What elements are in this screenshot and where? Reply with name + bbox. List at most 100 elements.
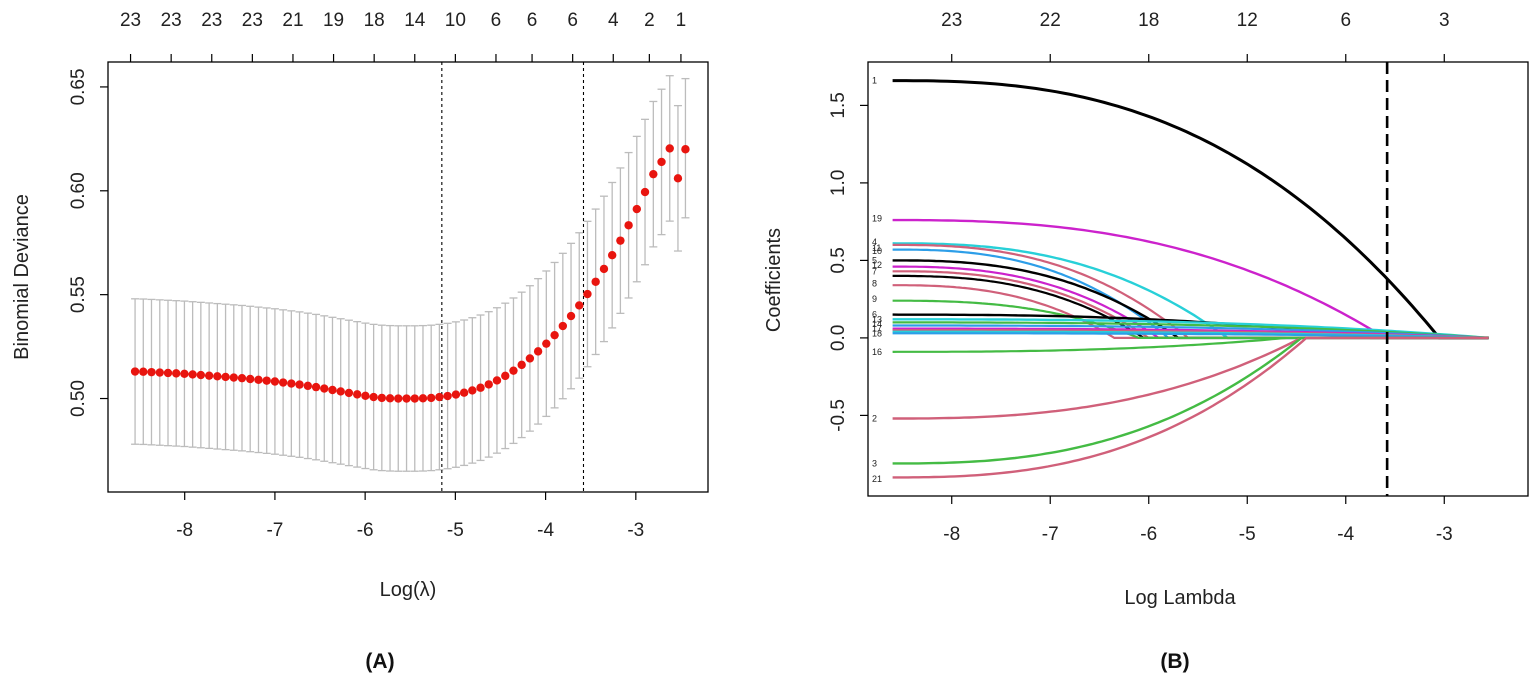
b-coefficient-curve-21 <box>892 336 1489 479</box>
a-deviance-point <box>344 388 354 398</box>
b-coefficient-curve-13 <box>892 318 1489 340</box>
b-curve-label: 4 <box>872 237 877 247</box>
b-curve-label: 19 <box>872 214 882 224</box>
a-deviance-point <box>213 372 222 381</box>
b-top-tick-label: 18 <box>1138 10 1159 31</box>
b-curve-label: 13 <box>872 314 882 324</box>
a-top-tick-label: 23 <box>161 10 182 31</box>
b-x-tick-label: -5 <box>1239 524 1256 545</box>
b-coefficient-curve-15 <box>892 274 1489 339</box>
a-y-tick-label: 0.60 <box>68 172 89 209</box>
panel-b-coefficient-curves <box>892 79 1489 479</box>
a-deviance-point <box>369 392 378 402</box>
a-deviance-point <box>657 157 666 167</box>
a-deviance-point <box>361 391 370 401</box>
b-curve-label: 9 <box>872 294 877 304</box>
a-deviance-point <box>155 368 164 377</box>
b-coefficient-curve-16 <box>892 336 1489 353</box>
a-deviance-point <box>632 204 642 214</box>
panel-b: 23 22 18 12 6 3 11941110512789613141718162321… <box>763 10 1529 673</box>
a-y-tick-label: 0.50 <box>68 380 89 417</box>
a-deviance-point <box>599 264 609 274</box>
b-x-tick-label: -8 <box>943 524 960 545</box>
a-deviance-point <box>295 380 304 389</box>
a-deviance-point <box>303 381 313 391</box>
a-x-tick-label: -8 <box>176 520 193 541</box>
a-top-tick-label: 6 <box>527 10 538 31</box>
a-x-tick-label: -4 <box>537 520 554 541</box>
panel-b-plot-frame <box>867 61 1529 497</box>
b-coefficient-curve-10 <box>892 243 1489 339</box>
a-deviance-point <box>394 394 403 403</box>
a-x-tick-label: -7 <box>266 520 283 541</box>
b-curve-label: 3 <box>872 458 877 468</box>
b-top-tick-label: 22 <box>1040 10 1061 31</box>
a-deviance-point <box>616 236 625 245</box>
b-curve-label: 6 <box>872 310 877 320</box>
panel-b-x-label: Log Lambda <box>1124 587 1236 609</box>
a-deviance-point <box>130 367 140 376</box>
a-deviance-point <box>221 372 230 382</box>
a-deviance-point <box>237 373 247 383</box>
a-deviance-point <box>287 379 296 388</box>
a-deviance-point <box>451 390 461 399</box>
b-coefficient-curve-12 <box>892 265 1489 339</box>
b-y-tick-label: -0.5 <box>828 399 849 432</box>
a-top-tick-label: 23 <box>201 10 222 31</box>
a-deviance-point <box>649 169 658 179</box>
panel-a-top-axis: 23 23 23 23 21 19 18 14 10 6 6 6 4 2 1 <box>120 10 686 62</box>
a-deviance-point <box>575 301 584 310</box>
b-curve-label: 11 <box>872 243 881 253</box>
panel-a-plot-frame <box>107 61 709 493</box>
a-top-tick-label: 6 <box>491 10 502 31</box>
b-curve-label: 1 <box>872 76 877 86</box>
a-deviance-point <box>591 277 600 286</box>
a-deviance-point <box>533 347 543 356</box>
panel-a: 23 23 23 23 21 19 18 14 10 6 6 6 4 2 1 -8 -7 -6 -5 -4 -3 0.… <box>11 10 709 673</box>
b-top-tick-label: 12 <box>1237 10 1258 31</box>
b-y-tick-label: 0.0 <box>828 325 849 351</box>
a-deviance-point <box>550 330 559 340</box>
a-deviance-point <box>377 393 387 403</box>
a-deviance-point <box>607 250 617 260</box>
a-top-tick-label: 23 <box>242 10 263 31</box>
b-coefficient-curve-19 <box>892 218 1489 340</box>
a-deviance-point <box>459 388 469 397</box>
a-top-tick-label: 19 <box>323 10 344 31</box>
a-deviance-point <box>583 289 592 299</box>
b-coefficient-curve-7 <box>892 270 1489 339</box>
b-top-tick-label: 6 <box>1340 10 1351 31</box>
a-deviance-point <box>476 383 485 392</box>
a-deviance-point <box>665 144 674 153</box>
a-deviance-point <box>278 378 288 387</box>
a-top-tick-label: 10 <box>445 10 466 31</box>
b-x-tick-label: -4 <box>1337 524 1354 545</box>
a-deviance-point <box>270 377 280 386</box>
b-x-tick-label: -6 <box>1140 524 1157 545</box>
b-coefficient-curve-9 <box>892 299 1489 339</box>
b-curve-label: 21 <box>872 474 882 484</box>
a-deviance-point <box>525 354 535 363</box>
a-deviance-point <box>336 387 345 396</box>
a-deviance-point <box>681 145 690 154</box>
b-coefficient-curve-1 <box>892 79 1489 340</box>
a-deviance-point <box>468 386 477 395</box>
b-curve-label: 5 <box>872 255 877 265</box>
a-deviance-point <box>254 375 263 385</box>
panel-a-x-axis: -8 -7 -6 -5 -4 -3 <box>176 492 644 541</box>
a-deviance-point <box>435 392 444 402</box>
panel-b-x-axis: -8 -7 -6 -5 -4 -3 <box>943 496 1453 545</box>
b-coefficient-curve-14 <box>892 321 1489 339</box>
a-deviance-point <box>328 385 337 395</box>
b-coefficient-curve-5 <box>892 259 1489 340</box>
b-curve-label: 8 <box>872 279 877 289</box>
a-deviance-point <box>509 366 518 375</box>
b-coefficient-curve-23 <box>892 332 1489 339</box>
b-curve-label: 17 <box>872 324 882 334</box>
a-x-tick-label: -3 <box>627 520 644 541</box>
a-deviance-point <box>443 391 452 401</box>
b-coefficient-curve-2 <box>892 336 1489 420</box>
b-coefficient-curve-4 <box>892 242 1489 340</box>
a-deviance-point <box>558 321 568 331</box>
